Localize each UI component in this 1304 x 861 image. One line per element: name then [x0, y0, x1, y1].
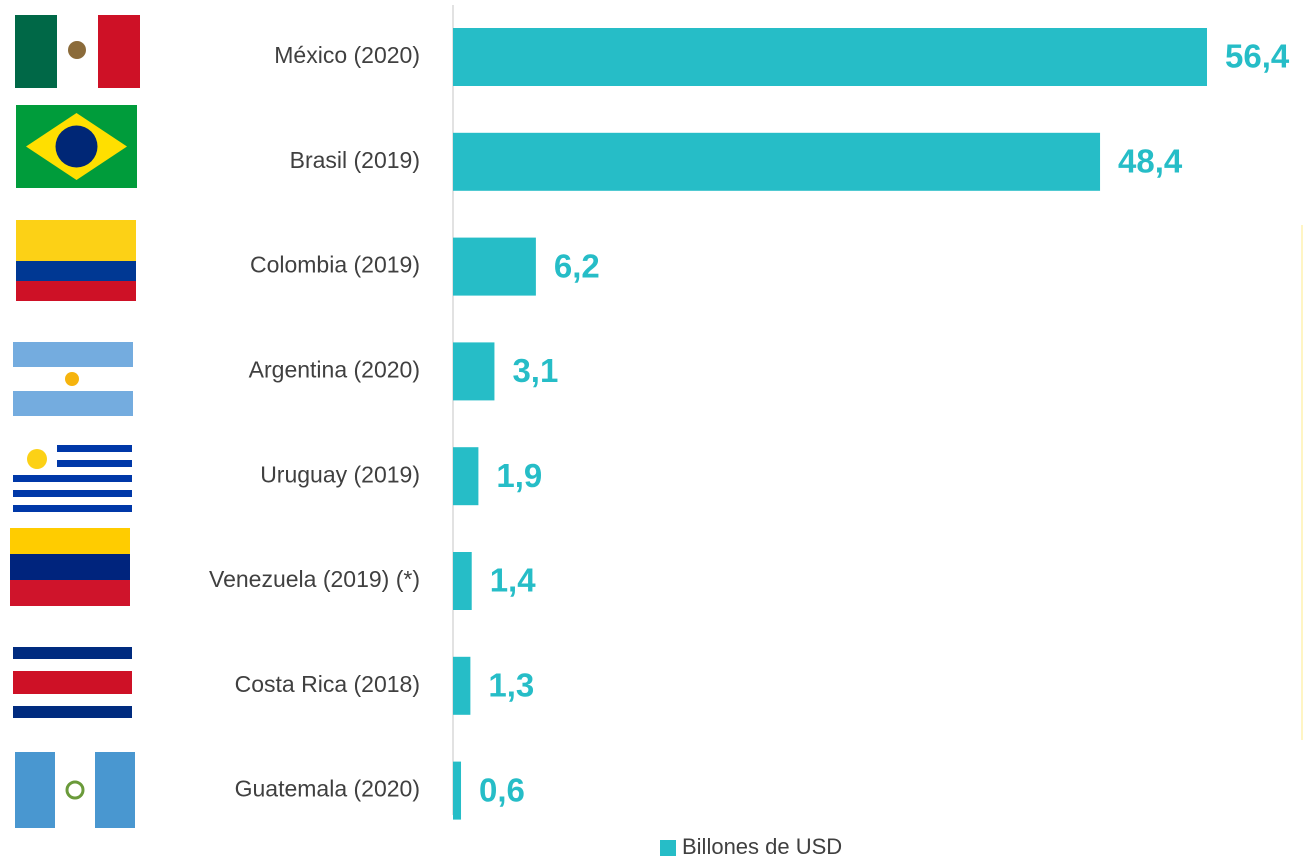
- value-label: 56,4: [1225, 38, 1290, 75]
- flags: [10, 15, 140, 828]
- value-label: 6,2: [554, 247, 600, 284]
- category-label: Brasil (2019): [290, 147, 420, 173]
- flag-guatemala: [15, 752, 135, 828]
- value-label: 1,3: [488, 667, 534, 704]
- bar: [453, 237, 536, 296]
- value-label: 3,1: [512, 352, 558, 389]
- category-label: Colombia (2019): [250, 252, 420, 278]
- category-label: México (2020): [274, 42, 420, 68]
- legend-swatch: [660, 840, 676, 856]
- bar: [453, 447, 479, 506]
- category-label: Uruguay (2019): [260, 461, 420, 487]
- flag-colombia: [16, 220, 136, 301]
- bar: [453, 132, 1101, 191]
- flag-venezuela: [10, 528, 130, 606]
- bar: [453, 761, 462, 820]
- flag-uruguay: [13, 445, 132, 512]
- flag-brazil: [16, 105, 137, 188]
- legend-label: Billones de USD: [682, 834, 842, 859]
- bar: [453, 656, 471, 715]
- value-label: 48,4: [1118, 143, 1183, 180]
- bar: [453, 342, 495, 401]
- flag-costa-rica: [13, 647, 132, 718]
- category-label: Guatemala (2020): [235, 776, 420, 802]
- flag-mexico: [15, 15, 140, 88]
- value-label: 1,9: [496, 457, 542, 494]
- category-label: Costa Rica (2018): [235, 671, 420, 697]
- bar: [453, 552, 472, 610]
- value-label: 1,4: [490, 562, 537, 599]
- category-label: Argentina (2020): [249, 356, 420, 382]
- category-label: Venezuela (2019) (*): [209, 566, 420, 592]
- flag-argentina: [13, 342, 133, 416]
- value-label: 0,6: [479, 771, 525, 808]
- bar: [453, 28, 1207, 86]
